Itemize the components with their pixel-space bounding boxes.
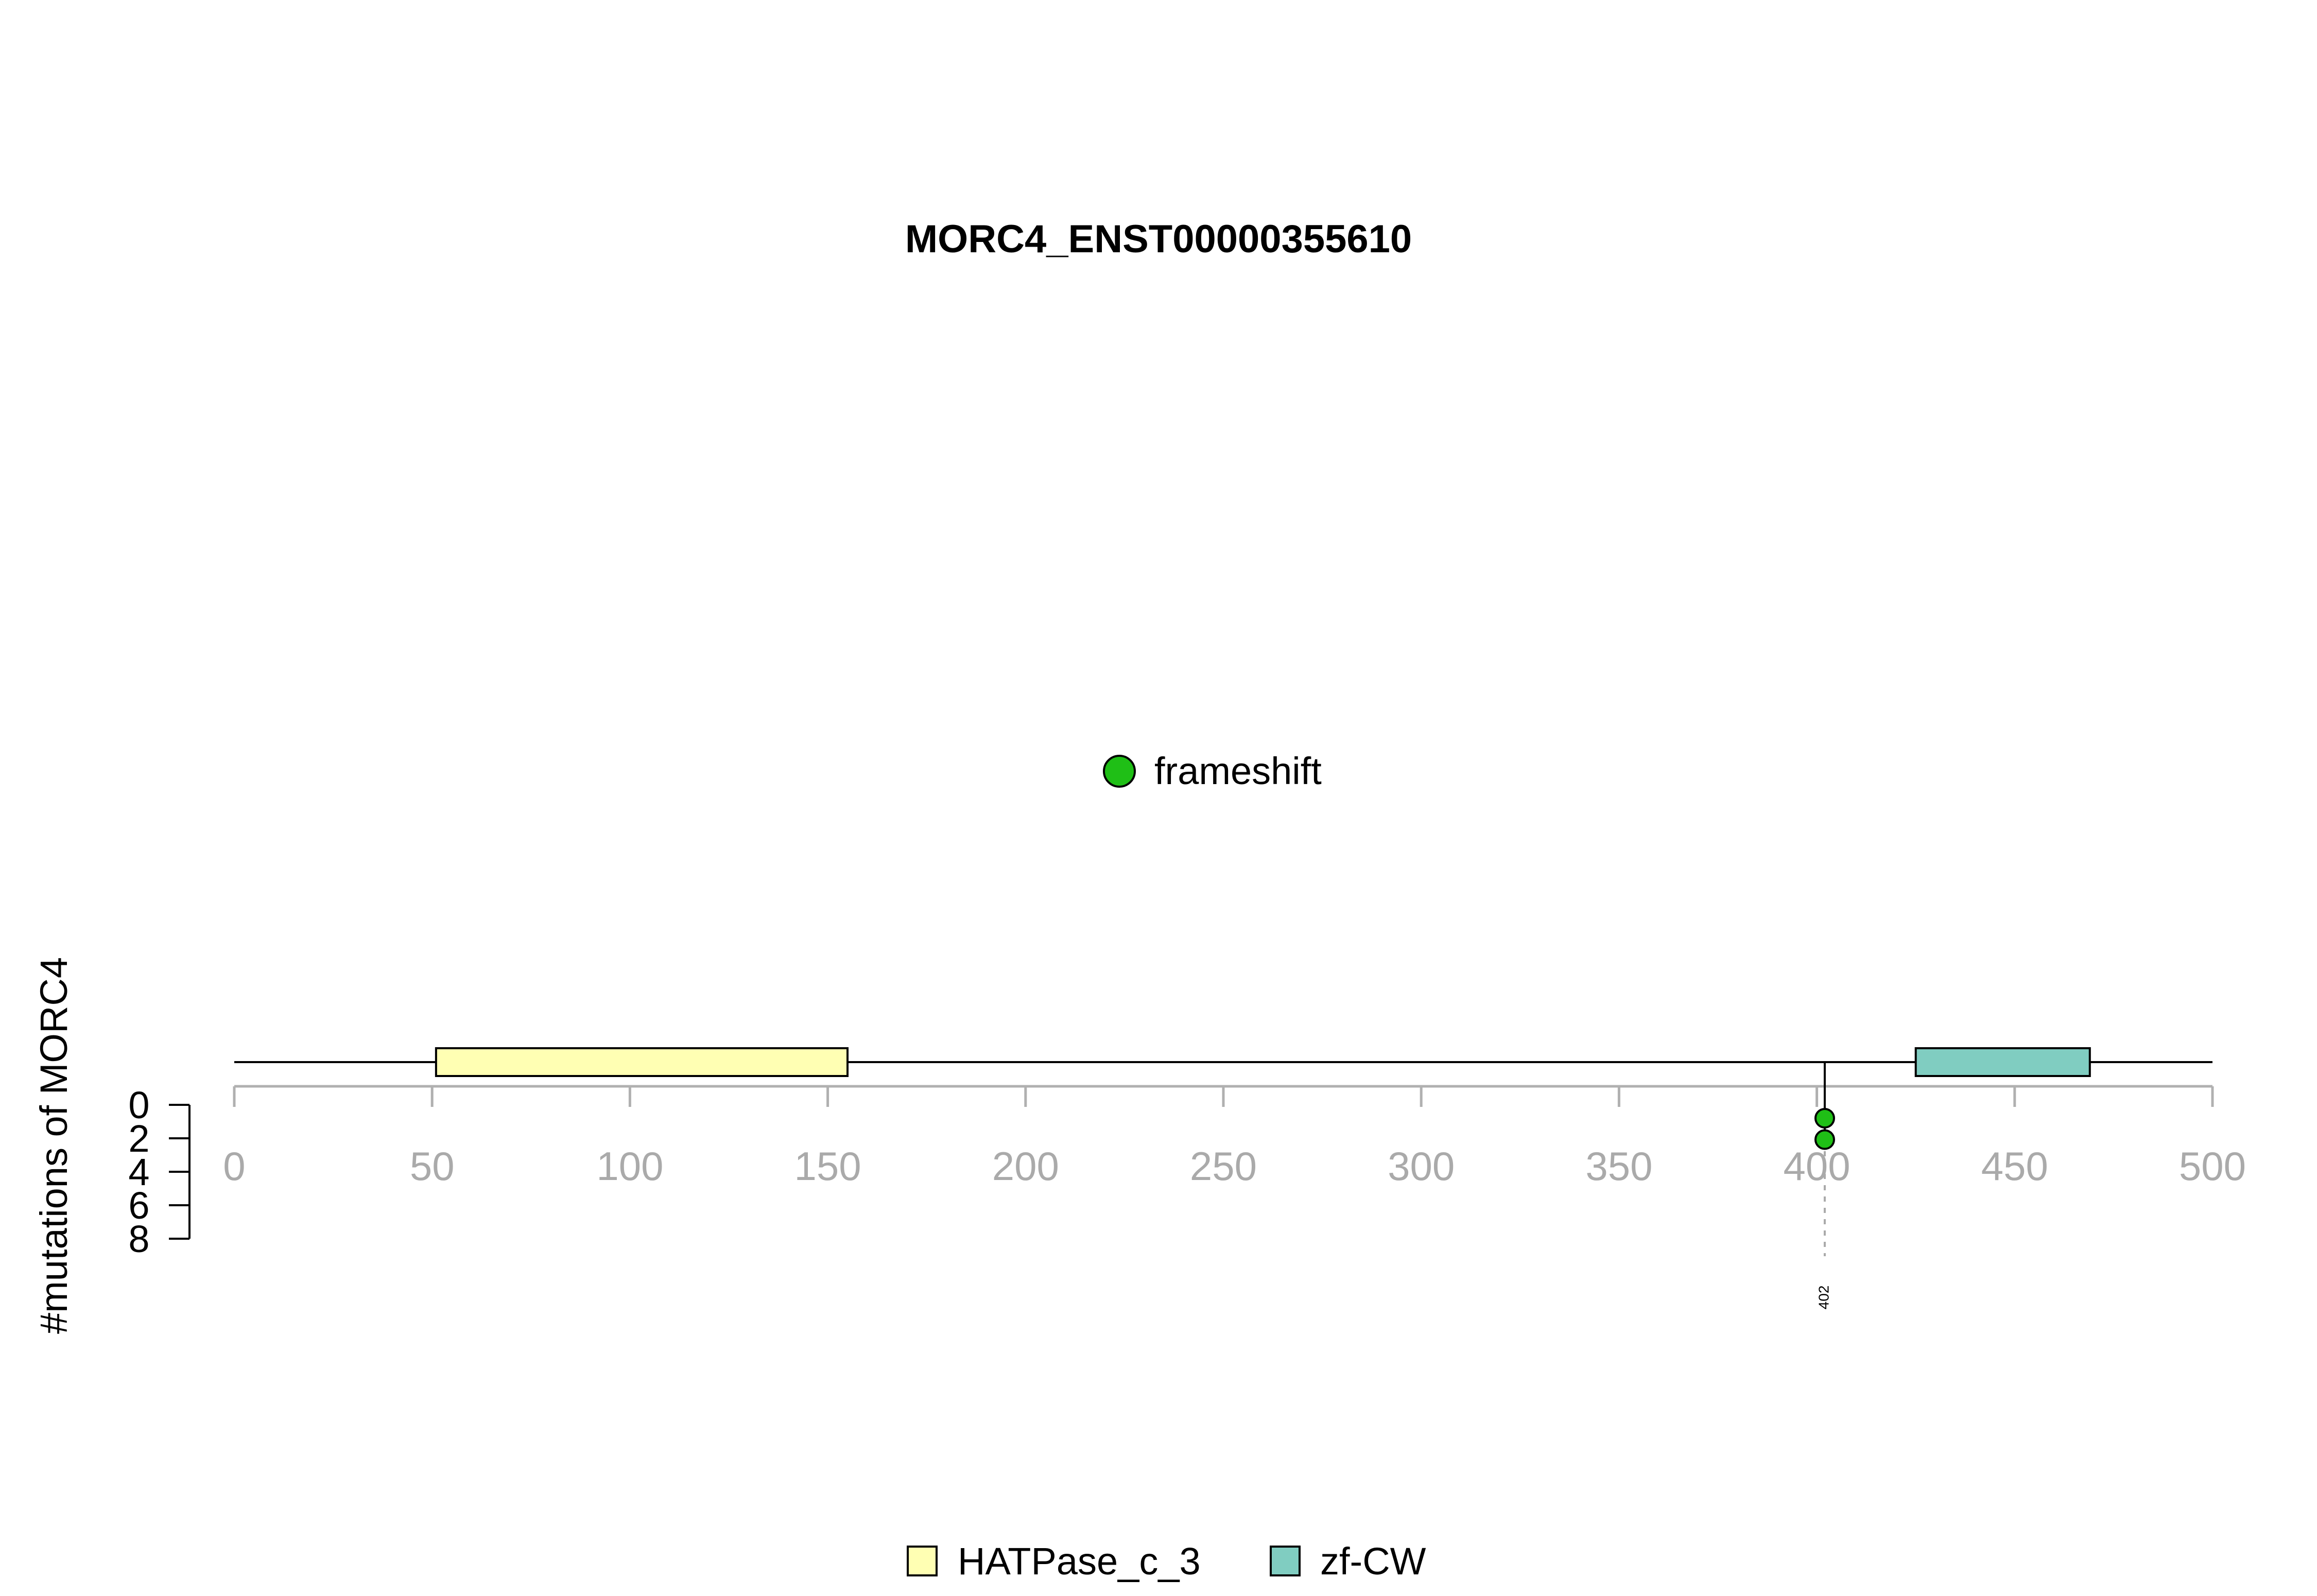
- x-tick-label-150: 150: [794, 1143, 861, 1189]
- x-tick-label-250: 250: [1190, 1143, 1257, 1189]
- count-tick-label-0: 0: [128, 1084, 149, 1126]
- domain-hatpase-c-3: [435, 1047, 849, 1077]
- hatpase-legend-swatch: [907, 1546, 938, 1576]
- x-tick-label-400: 400: [1784, 1143, 1851, 1189]
- x-tick-label-500: 500: [2179, 1143, 2246, 1189]
- x-tick-label-350: 350: [1585, 1143, 1652, 1189]
- count-tick-label-2: 2: [128, 1117, 149, 1160]
- count-tick-label-6: 6: [128, 1184, 149, 1227]
- y-axis-label: #mutations of MORC4: [32, 957, 75, 1334]
- mutation-point-402-2: [1814, 1129, 1835, 1150]
- zf-cw-legend-label: zf-CW: [1320, 1540, 1426, 1583]
- mutation-position-label-402: 402: [1815, 1286, 1831, 1310]
- hatpase-legend-label: HATPase_c_3: [958, 1540, 1201, 1583]
- x-tick-label-450: 450: [1981, 1143, 2048, 1189]
- domain-legend: HATPase_c_3 zf-CW: [907, 1540, 1426, 1583]
- x-tick-label-0: 0: [223, 1143, 245, 1189]
- zf-cw-legend-swatch: [1270, 1546, 1301, 1576]
- x-tick-label-100: 100: [596, 1143, 663, 1189]
- x-tick-label-300: 300: [1388, 1143, 1455, 1189]
- frameshift-legend-marker: [1103, 755, 1136, 788]
- frameshift-legend-label: frameshift: [1154, 750, 1322, 792]
- mutation-point-402-1: [1814, 1108, 1835, 1129]
- count-tick-label-8: 8: [128, 1218, 149, 1260]
- count-tick-label-4: 4: [128, 1151, 149, 1193]
- domain-zf-cw: [1914, 1047, 2091, 1077]
- chart-title: MORC4_ENST00000355610: [905, 217, 1412, 261]
- x-tick-label-50: 50: [410, 1143, 455, 1189]
- x-tick-label-200: 200: [992, 1143, 1059, 1189]
- mutation-legend: frameshift: [1103, 750, 1322, 792]
